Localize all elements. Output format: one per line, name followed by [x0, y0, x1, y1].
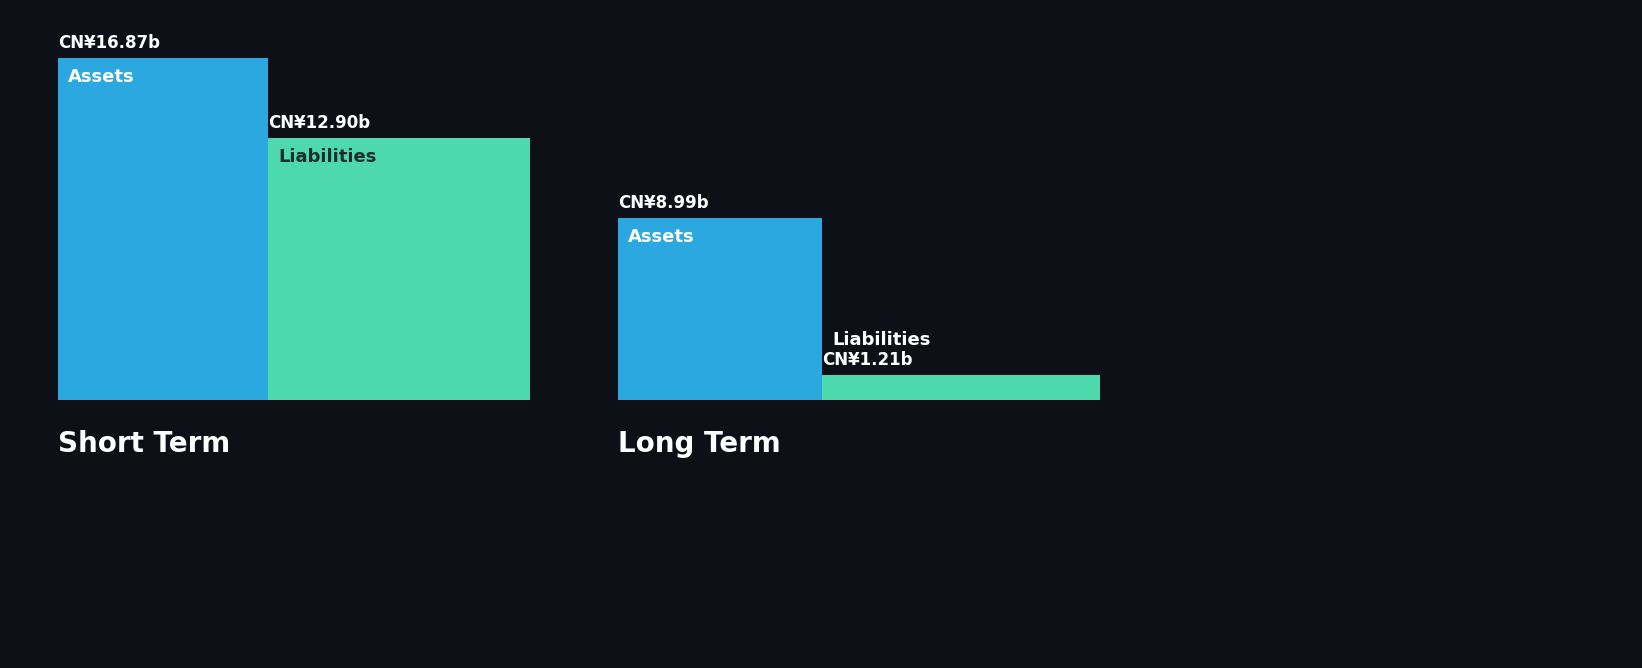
FancyBboxPatch shape [823, 375, 1100, 400]
Text: Assets: Assets [627, 228, 695, 246]
FancyBboxPatch shape [617, 218, 823, 400]
Text: Liabilities: Liabilities [277, 148, 376, 166]
Text: CN¥1.21b: CN¥1.21b [823, 351, 913, 369]
Text: CN¥8.99b: CN¥8.99b [617, 194, 709, 212]
Text: CN¥12.90b: CN¥12.90b [268, 114, 369, 132]
FancyBboxPatch shape [57, 58, 268, 400]
Text: Short Term: Short Term [57, 430, 230, 458]
Text: Long Term: Long Term [617, 430, 780, 458]
Text: Liabilities: Liabilities [832, 331, 931, 349]
Text: Assets: Assets [67, 68, 135, 86]
Text: CN¥16.87b: CN¥16.87b [57, 34, 159, 52]
FancyBboxPatch shape [268, 138, 530, 400]
